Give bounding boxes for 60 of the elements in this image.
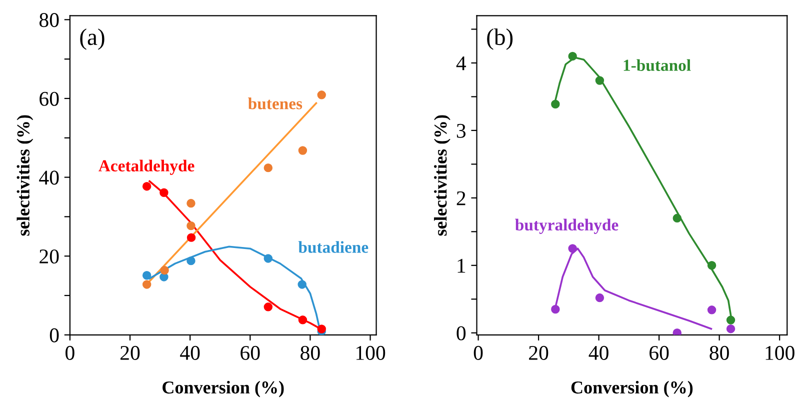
series-label: 1-butanol: [624, 59, 691, 71]
y-tick-label: 0: [456, 326, 466, 340]
point: [264, 302, 273, 312]
point: [317, 90, 326, 100]
point: [726, 316, 736, 324]
x-tick-label: 40: [588, 346, 608, 360]
point: [186, 256, 196, 266]
x-tick-label: 20: [120, 346, 140, 360]
x-tick-label: 60: [240, 346, 260, 360]
point: [142, 271, 152, 280]
point: [186, 233, 196, 242]
point: [568, 244, 577, 253]
annotation: (b): [487, 28, 513, 50]
point: [568, 52, 577, 61]
x-tick-label: 100: [766, 346, 794, 360]
x-tick-label: 100: [356, 346, 386, 360]
y-axis-title: selectivities (%): [434, 115, 450, 236]
x-axis-title: Conversion (%): [571, 380, 693, 398]
point: [595, 76, 604, 85]
x-tick-label: 60: [650, 346, 669, 360]
point: [160, 188, 168, 198]
point: [298, 280, 306, 289]
x-tick-label: 20: [529, 346, 548, 360]
series-label: Acetaldehyde: [98, 160, 194, 175]
series-label: butadiene: [298, 241, 368, 253]
point: [707, 261, 716, 270]
x-axis-title: Conversion (%): [162, 380, 284, 398]
y-tick-label: 3: [456, 124, 466, 138]
point: [672, 214, 682, 223]
y-tick-label: 0: [50, 328, 59, 342]
point: [160, 266, 169, 275]
y-tick-label: 20: [40, 249, 59, 264]
point: [298, 316, 308, 324]
x-tick-label: 80: [300, 346, 320, 360]
y-tick-label: 2: [456, 191, 466, 206]
point: [551, 304, 560, 314]
annotation: (a): [80, 28, 104, 50]
point: [186, 221, 196, 230]
point: [186, 198, 196, 208]
point: [707, 306, 716, 314]
x-tick-label: 40: [180, 346, 200, 360]
y-axis-title: selectivities (%): [16, 115, 34, 236]
point: [726, 324, 736, 334]
y-tick-label: 60: [40, 92, 59, 106]
series-label: butenes: [248, 98, 302, 110]
x-tick-label: 0: [474, 346, 483, 360]
y-tick-label: 1: [458, 258, 466, 273]
point: [142, 280, 152, 289]
x-tick-label: 80: [710, 346, 729, 360]
y-tick-label: 80: [39, 13, 59, 28]
series-label: butyraldehyde: [515, 218, 618, 234]
y-tick-label: 40: [39, 170, 59, 185]
point: [264, 254, 273, 263]
point: [551, 100, 560, 108]
point: [595, 293, 604, 302]
x-tick-label: 0: [66, 346, 74, 360]
point: [298, 146, 308, 155]
point: [142, 182, 152, 191]
y-tick-label: 4: [456, 56, 466, 70]
point: [264, 163, 273, 172]
